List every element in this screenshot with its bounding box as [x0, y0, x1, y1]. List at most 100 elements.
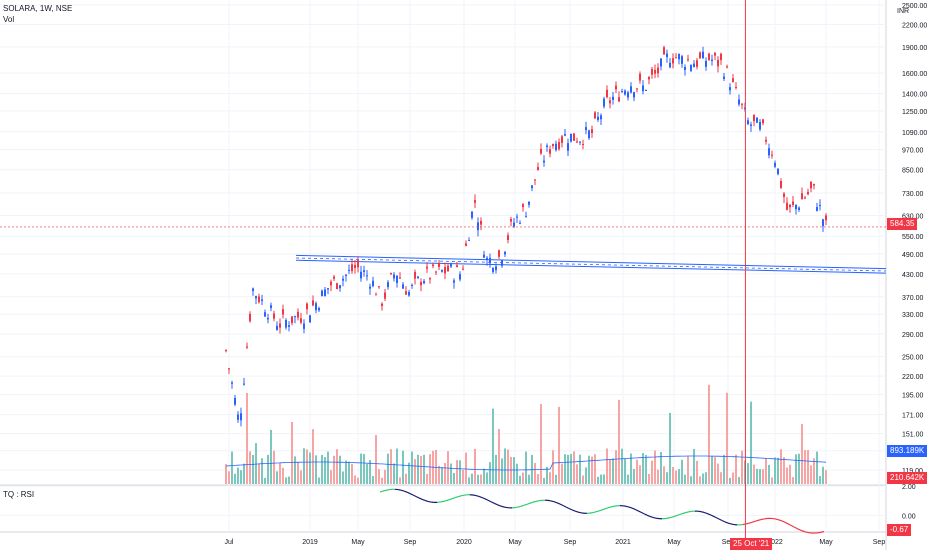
volume-bar: [762, 469, 764, 484]
volume-bar: [261, 458, 263, 484]
price-tick-label: 290.00: [902, 332, 924, 339]
rsi-segment: [421, 498, 426, 502]
candle-body: [789, 204, 791, 208]
rsi-segment: [787, 523, 792, 526]
volume-bar: [534, 463, 536, 484]
volume-bar: [702, 473, 704, 484]
candle-body: [732, 78, 734, 82]
candle-body: [585, 127, 587, 131]
volume-bar: [378, 469, 380, 484]
last-price-badge: 584.35: [887, 218, 918, 230]
candle-body: [417, 276, 419, 278]
rsi-segment: [439, 500, 444, 503]
symbol-legend[interactable]: SOLARA, 1W, NSE: [3, 4, 73, 13]
volume-bar: [429, 454, 431, 484]
candle-body: [726, 66, 728, 68]
volume-bar: [705, 472, 707, 484]
candle-body: [450, 264, 452, 267]
volume-bar: [447, 451, 449, 484]
rsi-segment: [667, 516, 672, 519]
candle-body: [792, 201, 794, 205]
rsi-segment: [625, 505, 630, 508]
rsi-segment: [568, 507, 573, 511]
candle-body: [588, 130, 590, 139]
candle-body: [405, 291, 407, 295]
volume-bar: [813, 458, 815, 484]
time-tick-label: May: [667, 539, 681, 546]
volume-bar: [777, 457, 779, 484]
candle-body: [411, 284, 413, 286]
volume-bar: [435, 449, 437, 484]
rsi-segment: [772, 517, 777, 520]
volume-bar: [372, 476, 374, 484]
candle-body: [690, 64, 692, 71]
volume-bar: [657, 469, 659, 484]
volume-bar: [270, 429, 272, 484]
volume-bar: [570, 454, 572, 484]
rsi-segment: [499, 505, 504, 508]
candle-body: [261, 299, 263, 302]
volume-bar: [249, 451, 251, 484]
price-tick-label: 119.00: [902, 468, 923, 475]
candle-body: [414, 271, 416, 279]
price-tick-label: 250.00: [902, 355, 924, 362]
volume-bar: [459, 460, 461, 484]
volume-bar: [483, 468, 485, 484]
rsi-segment: [604, 507, 609, 510]
candle-body: [756, 117, 758, 123]
candle-body: [270, 305, 272, 309]
volume-badge: 210.642K: [887, 472, 928, 484]
candle-body: [711, 59, 713, 61]
volume-bar: [321, 454, 323, 484]
candle-body: [360, 271, 362, 279]
rsi-segment: [790, 524, 795, 528]
rsi-segment: [484, 498, 489, 501]
volume-bar: [504, 448, 506, 484]
candle-body: [729, 87, 731, 91]
candle-body: [276, 325, 278, 330]
volume-bar: [366, 464, 368, 484]
volume-bar: [795, 454, 797, 484]
candle-body: [528, 201, 530, 205]
volume-bar: [462, 469, 464, 484]
candle-body: [228, 368, 230, 370]
volume-bar: [285, 477, 287, 484]
candle-body: [594, 112, 596, 119]
candle-body: [579, 141, 581, 143]
candle-body: [426, 266, 428, 269]
price-tick-label: 151.00: [902, 432, 924, 439]
volume-bar: [729, 477, 731, 484]
candle-body: [495, 266, 497, 271]
rsi-segment: [682, 511, 687, 514]
rsi-segment: [607, 506, 612, 509]
volume-legend[interactable]: Vol: [3, 15, 15, 24]
volume-bar: [354, 475, 356, 484]
candle-body: [642, 85, 644, 92]
volume-bar: [405, 473, 407, 484]
rsi-segment: [418, 497, 423, 500]
candle-body: [408, 292, 410, 296]
candle-body: [540, 148, 542, 154]
volume-bar: [759, 468, 761, 484]
candle-body: [348, 269, 350, 271]
rsi-segment: [547, 499, 552, 502]
volume-bar: [558, 406, 560, 484]
rsi-segment: [631, 507, 636, 510]
volume-bar: [396, 448, 398, 484]
volume-bar: [252, 454, 254, 484]
volume-bar: [771, 477, 773, 484]
volume-bar: [375, 434, 377, 484]
volume-bar: [792, 477, 794, 484]
volume-bar: [339, 455, 341, 484]
volume-bar: [345, 460, 347, 484]
rsi-segment: [478, 495, 483, 499]
candle-body: [681, 56, 683, 64]
rsi-segment: [718, 518, 723, 522]
volume-bar: [441, 467, 443, 484]
candle-body: [462, 268, 464, 270]
candle-body: [246, 346, 248, 348]
candle-body: [375, 294, 377, 296]
rsi-legend[interactable]: TQ : RSI: [3, 490, 35, 499]
